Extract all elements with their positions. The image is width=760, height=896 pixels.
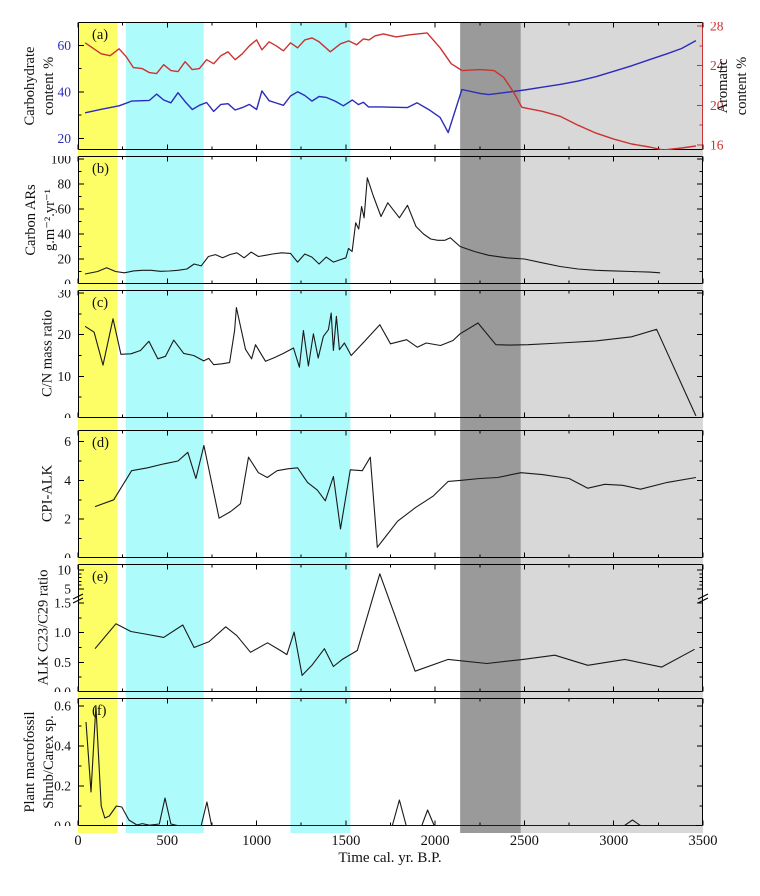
- svg-text:20: 20: [710, 98, 724, 113]
- series-aromatic-content-: [84, 32, 696, 150]
- panel-f-plant-macrofossil: 0.0 0.2 0.4 0.6 (f): [54, 698, 704, 827]
- band-yellow-zone: [78, 22, 118, 833]
- x-tick-label: 3000: [599, 833, 628, 849]
- svg-text:100: 100: [51, 156, 72, 167]
- svg-text:0.6: 0.6: [54, 699, 71, 714]
- svg-text:80: 80: [58, 177, 72, 192]
- svg-text:1.0: 1.0: [54, 625, 71, 640]
- svg-text:0.4: 0.4: [54, 739, 71, 754]
- panel-e-alk-c23-c29: 0.0 0.5 1.0 1.55 10 (e): [54, 564, 709, 693]
- x-tick-label: 3500: [689, 833, 718, 849]
- panel-tag-b: (b): [92, 161, 109, 177]
- svg-text:40: 40: [58, 227, 72, 242]
- band-dark-gray-zone: [460, 22, 521, 833]
- x-tick-label: 1000: [242, 833, 271, 849]
- y-axis-title-macrofossil: Plant macrofossil Shrub/Carex sp.: [22, 711, 57, 813]
- svg-text:5: 5: [64, 581, 71, 596]
- panel-d-cpi-alk: 0 2 4 6 (d): [64, 430, 704, 559]
- svg-text:60: 60: [58, 202, 72, 217]
- svg-text:4: 4: [64, 473, 71, 488]
- svg-text:0: 0: [64, 277, 71, 285]
- svg-text:2: 2: [64, 512, 71, 527]
- band-cyan-zone-1: [125, 22, 204, 833]
- x-axis-tick-labels: 0 500 1000 1500 2000 2500 3000 3500: [74, 833, 718, 849]
- x-tick-label: 500: [156, 833, 178, 849]
- panel-tag-f: (f): [92, 703, 107, 719]
- svg-text:10: 10: [58, 369, 72, 384]
- svg-text:0: 0: [64, 411, 71, 419]
- x-axis-title: Time cal. yr. B.P.: [338, 850, 442, 866]
- series-alk-c23-c29-ratio: [94, 573, 695, 676]
- panel-tag-d: (d): [92, 435, 109, 451]
- y-axis-title-aromatic: Aromatic content %: [715, 56, 750, 116]
- x-tick-label: 0: [74, 833, 81, 849]
- series-c-n-mass-ratio: [84, 307, 697, 417]
- band-light-gray-zone: [520, 22, 703, 833]
- svg-text:28: 28: [710, 22, 724, 33]
- series-cpi-alk: [94, 444, 696, 548]
- series-carbohydrate-content-: [84, 39, 697, 134]
- series-shrub-carex-sp-: [85, 705, 696, 826]
- panel-a-carbohydrate-aromatic: 20 40 60 16 20 24 28 (a): [58, 22, 724, 150]
- svg-text:1.5: 1.5: [54, 596, 71, 611]
- svg-text:60: 60: [58, 38, 72, 53]
- svg-text:30: 30: [58, 290, 72, 301]
- svg-text:0: 0: [64, 551, 71, 559]
- panel-tag-a: (a): [92, 27, 108, 43]
- band-cyan-zone-2: [290, 22, 351, 833]
- svg-text:0.0: 0.0: [54, 685, 71, 693]
- svg-text:24: 24: [710, 58, 724, 73]
- svg-text:10: 10: [58, 564, 72, 578]
- x-tick-label: 2500: [510, 833, 539, 849]
- svg-text:20: 20: [58, 327, 72, 342]
- svg-text:0.5: 0.5: [54, 655, 71, 670]
- svg-text:16: 16: [710, 138, 724, 150]
- svg-text:20: 20: [58, 252, 72, 267]
- svg-text:0.2: 0.2: [54, 779, 71, 794]
- x-tick-label: 1500: [331, 833, 360, 849]
- svg-text:0.0: 0.0: [54, 819, 71, 827]
- series-carbon-ars: [84, 177, 661, 275]
- panel-tag-e: (e): [92, 569, 108, 585]
- svg-text:40: 40: [58, 84, 72, 99]
- svg-text:20: 20: [58, 131, 72, 146]
- panel-c-cn-mass-ratio: 0 10 20 30 (c): [58, 290, 704, 419]
- svg-text:6: 6: [64, 434, 71, 449]
- panel-tag-c: (c): [92, 295, 108, 311]
- x-tick-label: 2000: [421, 833, 450, 849]
- panel-b-carbon-accumulation: 0 20 40 60 80 100 (b): [51, 156, 704, 285]
